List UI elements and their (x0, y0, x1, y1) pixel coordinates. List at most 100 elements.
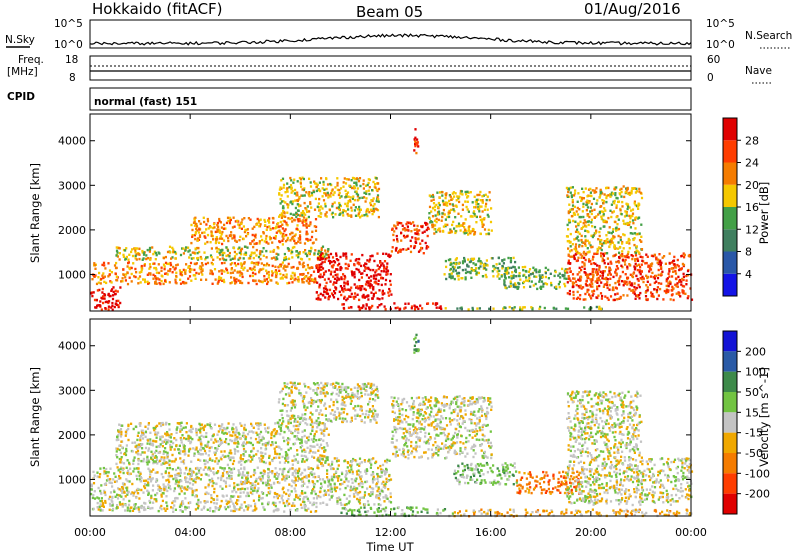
data-cell (165, 501, 168, 504)
data-cell (488, 198, 491, 202)
data-cell (629, 220, 632, 224)
data-cell (631, 219, 635, 222)
data-cell (287, 497, 290, 501)
data-cell (281, 487, 284, 491)
data-cell (438, 191, 442, 194)
data-cell (289, 239, 292, 242)
data-cell (308, 224, 311, 227)
data-cell (229, 282, 232, 285)
data-cell (485, 275, 488, 279)
data-cell (194, 478, 197, 481)
power-colorbar-swatch (723, 251, 737, 274)
data-cell (524, 269, 527, 273)
data-cell (601, 192, 604, 195)
data-cell (242, 453, 245, 456)
data-cell (110, 281, 113, 284)
data-cell (297, 469, 301, 473)
data-cell (285, 265, 288, 269)
data-cell (585, 200, 588, 204)
data-cell (276, 432, 279, 435)
data-cell (279, 272, 282, 276)
data-cell (223, 280, 226, 284)
data-cell (244, 251, 247, 254)
data-cell (145, 254, 148, 257)
data-cell (312, 501, 315, 504)
data-cell (215, 502, 218, 505)
data-cell (143, 264, 146, 267)
data-cell (674, 269, 677, 273)
data-cell (590, 218, 593, 221)
data-cell (569, 279, 572, 282)
data-cell (175, 473, 178, 477)
data-cell (568, 210, 572, 213)
data-cell (651, 262, 654, 265)
data-cell (304, 224, 307, 227)
data-cell (430, 199, 433, 202)
data-cell (177, 484, 181, 488)
data-cell (217, 280, 220, 284)
data-cell (603, 219, 607, 223)
data-cell (457, 278, 460, 281)
data-cell (246, 432, 250, 436)
data-cell (597, 294, 600, 297)
data-cell (143, 506, 146, 509)
data-cell (372, 277, 375, 280)
data-cell (448, 199, 451, 203)
data-cell (417, 237, 420, 240)
data-cell (194, 232, 197, 235)
data-cell (634, 254, 638, 257)
data-cell (613, 202, 616, 205)
data-cell (621, 240, 624, 244)
data-cell (378, 304, 381, 307)
data-cell (355, 192, 358, 195)
data-cell (306, 232, 309, 236)
data-cell (304, 450, 307, 453)
data-cell (142, 257, 145, 260)
data-cell (332, 296, 336, 299)
data-cell (122, 268, 125, 271)
data-cell (206, 508, 209, 511)
data-cell (158, 486, 161, 489)
data-cell (299, 257, 303, 261)
data-cell (143, 263, 146, 266)
data-cell (124, 273, 128, 276)
data-cell (221, 279, 224, 282)
data-cell (303, 504, 306, 507)
data-cell (606, 237, 609, 241)
data-cell (329, 182, 332, 186)
data-cell (596, 285, 599, 288)
data-cell (263, 423, 266, 426)
data-cell (669, 298, 672, 301)
data-cell (244, 437, 247, 441)
data-cell (421, 307, 424, 310)
data-cell (241, 458, 245, 461)
data-cell (453, 195, 456, 198)
data-cell (630, 192, 633, 195)
data-cell (176, 479, 179, 482)
data-cell (631, 257, 634, 261)
data-cell (336, 279, 339, 282)
data-cell (225, 494, 228, 497)
data-cell (365, 213, 368, 216)
data-cell (628, 287, 631, 291)
data-cell (450, 229, 453, 233)
data-cell (209, 269, 212, 272)
data-cell (212, 258, 215, 261)
data-cell (242, 268, 245, 271)
data-cell (168, 423, 171, 426)
data-cell (447, 231, 450, 234)
data-cell (451, 275, 454, 278)
data-cell (327, 253, 330, 257)
data-cell (614, 192, 617, 195)
data-cell (648, 270, 651, 273)
data-cell (317, 215, 320, 218)
data-cell (322, 180, 325, 184)
data-cell (256, 217, 259, 221)
data-cell (263, 275, 266, 278)
data-cell (216, 498, 219, 501)
data-cell (226, 216, 230, 219)
data-cell (674, 266, 677, 269)
data-cell (293, 487, 296, 490)
data-cell (292, 502, 295, 505)
data-cell (331, 205, 334, 208)
